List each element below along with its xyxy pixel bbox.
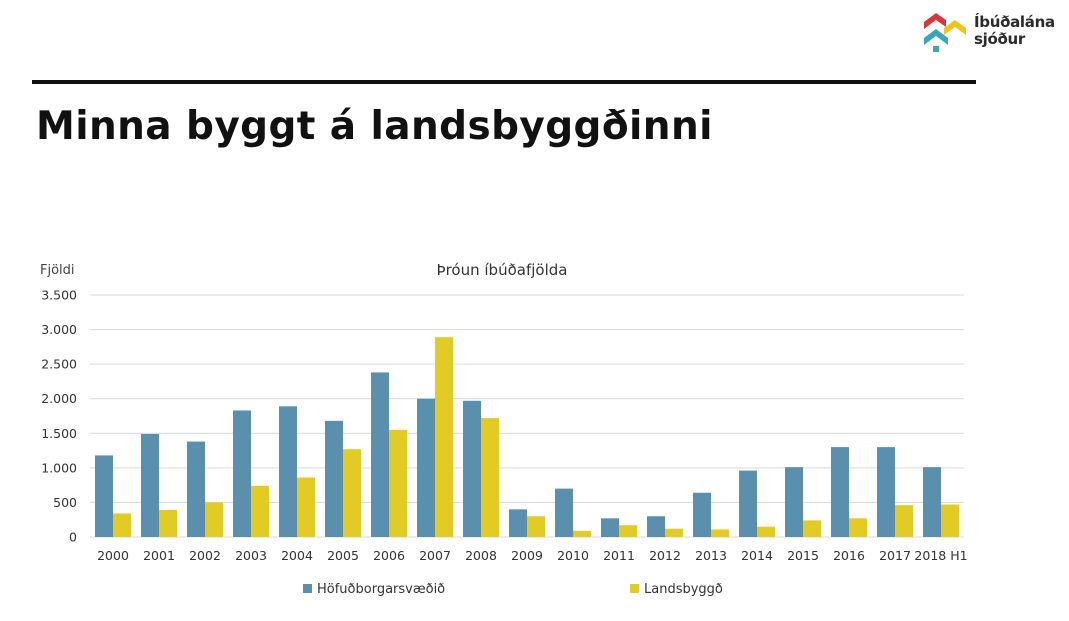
x-tick-label: 2002 [189, 548, 221, 563]
bar-landsbyggd [113, 513, 131, 537]
bar-landsbyggd [389, 429, 407, 537]
y-tick-labels: 0 500 1.000 1.500 2.000 2.500 3.000 3.500 [41, 288, 77, 545]
logo-house-icon [924, 13, 966, 52]
bar-hofudborgarsvaedid [95, 455, 113, 537]
x-tick-label: 2009 [511, 548, 543, 563]
logo-line-1: Íbúðalána [974, 13, 1055, 31]
legend-swatch [630, 584, 639, 593]
bar-landsbyggd [343, 449, 361, 537]
logo-window [933, 46, 939, 52]
x-tick-label: 2015 [787, 548, 819, 563]
logo-red-roof [924, 13, 946, 29]
logo-line-2: sjóður [974, 30, 1025, 48]
bar-hofudborgarsvaedid [509, 509, 527, 537]
bar-hofudborgarsvaedid [555, 488, 573, 537]
bar-landsbyggd [251, 485, 269, 537]
bar-hofudborgarsvaedid [371, 372, 389, 537]
x-tick-label: 2014 [741, 548, 773, 563]
y-tick-label: 0 [69, 530, 77, 545]
y-tick-label: 1.000 [41, 460, 77, 475]
bar-landsbyggd [159, 510, 177, 537]
bar-hofudborgarsvaedid [325, 420, 343, 537]
y-axis-label: Fjöldi [40, 263, 75, 278]
x-tick-label: 2010 [557, 548, 589, 563]
bar-hofudborgarsvaedid [739, 470, 757, 537]
x-tick-labels: 2000 2001 2002 2003 2004 2005 2006 2007 2008 2009… [97, 548, 967, 563]
bar-hofudborgarsvaedid [417, 398, 435, 537]
y-tick-label: 2.500 [41, 357, 77, 372]
x-tick-label: 2011 [603, 548, 635, 563]
bar-hofudborgarsvaedid [601, 518, 619, 537]
legend: Höfuðborgarsvæðið Landsbyggð [303, 582, 723, 597]
y-tick-label: 2.000 [41, 391, 77, 406]
bar-landsbyggd [711, 529, 729, 537]
y-tick-label: 3.500 [41, 288, 77, 303]
bar-hofudborgarsvaedid [463, 400, 481, 537]
y-tick-label: 1.500 [41, 426, 77, 441]
y-tick-label: 3.000 [41, 322, 77, 337]
x-tick-label: 2001 [143, 548, 175, 563]
bars [95, 337, 959, 537]
bar-hofudborgarsvaedid [693, 492, 711, 537]
bar-hofudborgarsvaedid [187, 441, 205, 537]
bar-hofudborgarsvaedid [647, 516, 665, 537]
bar-landsbyggd [619, 525, 637, 537]
bar-landsbyggd [757, 526, 775, 537]
bar-hofudborgarsvaedid [877, 447, 895, 537]
x-tick-label: 2012 [649, 548, 681, 563]
bar-landsbyggd [895, 505, 913, 537]
x-tick-label: 2006 [373, 548, 405, 563]
bar-landsbyggd [205, 502, 223, 537]
x-tick-label: 2017 [879, 548, 911, 563]
legend-label: Landsbyggð [644, 582, 723, 597]
slide-title: Minna byggt á landsbyggðinni [36, 104, 713, 149]
x-tick-label: 2003 [235, 548, 267, 563]
header-rule [32, 80, 976, 84]
bar-landsbyggd [803, 520, 821, 537]
legend-swatch [303, 584, 312, 593]
bar-landsbyggd [527, 516, 545, 537]
bar-hofudborgarsvaedid [279, 406, 297, 537]
bar-hofudborgarsvaedid [233, 410, 251, 537]
bar-landsbyggd [297, 477, 315, 537]
x-tick-label: 2004 [281, 548, 313, 563]
chart-title: Þróun íbúðafjölda [437, 261, 568, 279]
bar-hofudborgarsvaedid [831, 447, 849, 537]
x-tick-label: 2000 [97, 548, 129, 563]
logo-text: Íbúðalána sjóður [974, 14, 1055, 48]
bar-landsbyggd [849, 518, 867, 537]
x-tick-label: 2018 H1 [914, 548, 967, 563]
bar-landsbyggd [573, 530, 591, 537]
bar-landsbyggd [665, 528, 683, 537]
logo: Íbúðalána sjóður [922, 10, 1062, 54]
x-tick-label: 2007 [419, 548, 451, 563]
x-tick-label: 2016 [833, 548, 865, 563]
x-tick-label: 2005 [327, 548, 359, 563]
legend-label: Höfuðborgarsvæðið [317, 582, 445, 597]
bar-hofudborgarsvaedid [785, 467, 803, 537]
bar-hofudborgarsvaedid [141, 433, 159, 537]
bar-landsbyggd [941, 504, 959, 537]
y-tick-label: 500 [53, 495, 77, 510]
logo-yellow-roof [944, 20, 966, 35]
logo-teal-roof [924, 29, 948, 45]
bar-landsbyggd [481, 418, 499, 537]
x-tick-label: 2008 [465, 548, 497, 563]
x-tick-label: 2013 [695, 548, 727, 563]
bar-hofudborgarsvaedid [923, 467, 941, 537]
bar-landsbyggd [435, 337, 453, 537]
